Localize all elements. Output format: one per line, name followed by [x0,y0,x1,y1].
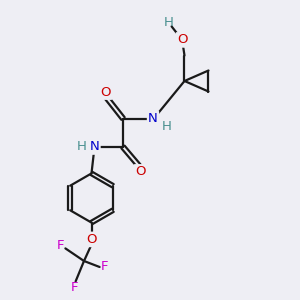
Text: H: H [162,119,171,133]
Text: N: N [148,112,158,125]
Text: O: O [86,233,97,246]
Text: O: O [101,85,111,99]
Text: F: F [70,281,78,294]
Text: F: F [100,260,108,274]
Text: O: O [135,165,145,178]
Text: F: F [57,239,65,252]
Text: O: O [177,33,187,46]
Text: H: H [164,16,173,29]
Text: H: H [77,140,87,154]
Text: N: N [90,140,99,154]
